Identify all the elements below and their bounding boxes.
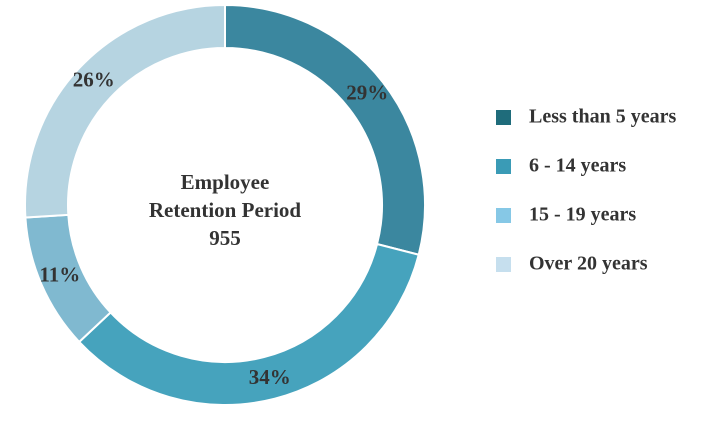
chart-title: Employee Retention Period xyxy=(148,170,302,222)
legend-label: 6 - 14 years xyxy=(529,155,626,177)
legend-swatch xyxy=(496,208,511,223)
legend-swatch xyxy=(496,110,511,125)
slice-label: 11% xyxy=(39,262,80,286)
legend-swatch xyxy=(496,257,511,272)
slice-label: 26% xyxy=(73,68,115,92)
donut-slice xyxy=(24,3,226,219)
legend-label: 15 - 19 years xyxy=(529,204,636,226)
legend-swatch xyxy=(496,159,511,174)
total: 955 xyxy=(209,226,241,250)
slice-label: 34% xyxy=(249,365,291,389)
slice-label: 29% xyxy=(346,80,388,104)
center-label: Employee Retention Period 955 xyxy=(125,168,325,252)
legend-label: Less than 5 years xyxy=(529,106,676,128)
legend-label: Over 20 years xyxy=(529,253,648,275)
